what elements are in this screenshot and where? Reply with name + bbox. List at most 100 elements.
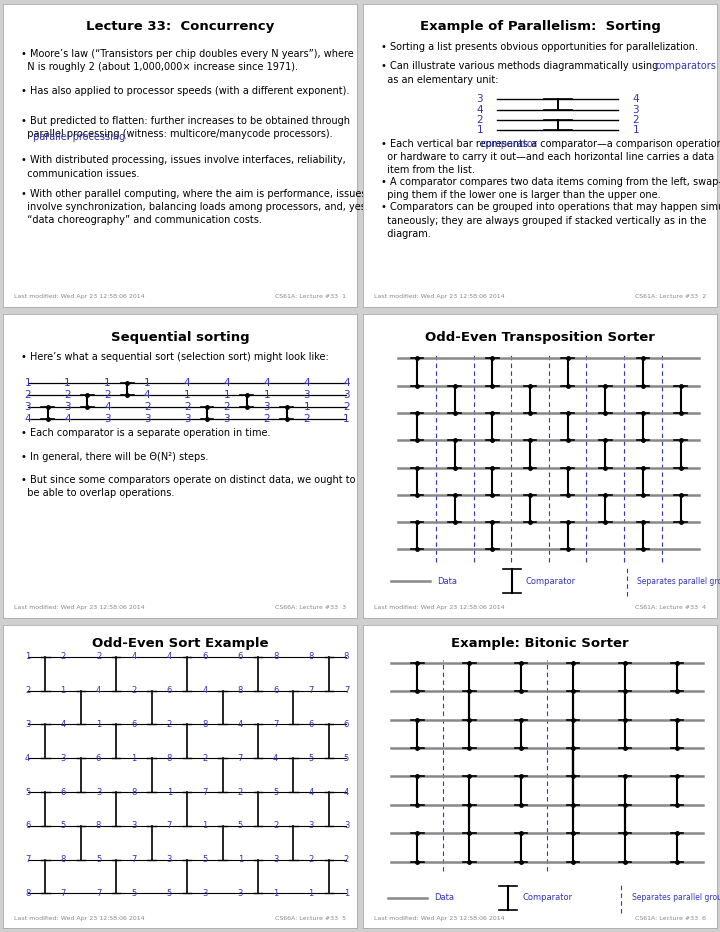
Text: 3: 3 [224,414,230,424]
Text: • With other parallel computing, where the aim is performance, issues
  involve : • With other parallel computing, where t… [21,188,369,226]
Text: 5: 5 [344,754,349,762]
Text: Separates parallel groups: Separates parallel groups [632,894,720,902]
Text: 5: 5 [308,754,314,762]
Text: 7: 7 [96,889,102,898]
Text: 6: 6 [344,720,349,729]
Text: 3: 3 [25,720,30,729]
Text: 2: 2 [308,856,314,864]
Text: CS61A: Lecture #33  2: CS61A: Lecture #33 2 [635,295,706,299]
Text: Odd-Even Transposition Sorter: Odd-Even Transposition Sorter [425,331,655,344]
Text: 8: 8 [60,856,66,864]
Text: 1: 1 [24,377,31,388]
Text: 2: 2 [344,856,349,864]
Text: 2: 2 [477,115,483,125]
Text: 2: 2 [144,402,150,412]
Text: 5: 5 [167,889,172,898]
Text: 1: 1 [238,856,243,864]
Text: 8: 8 [238,686,243,695]
Text: 5: 5 [96,856,101,864]
Text: Last modified: Wed Apr 23 12:58:06 2014: Last modified: Wed Apr 23 12:58:06 2014 [374,916,504,921]
Text: 4: 4 [104,402,111,412]
Text: 6: 6 [273,686,279,695]
Text: Last modified: Wed Apr 23 12:58:06 2014: Last modified: Wed Apr 23 12:58:06 2014 [14,916,144,921]
Text: 4: 4 [131,652,137,662]
Text: 3: 3 [264,402,270,412]
Text: • Can illustrate various methods diagrammatically using: • Can illustrate various methods diagram… [381,62,661,72]
Text: 3: 3 [344,821,349,830]
Text: 2: 2 [96,652,101,662]
Text: 1: 1 [167,788,172,797]
Text: 3: 3 [477,94,483,104]
Text: 4: 4 [25,754,30,762]
Text: Example: Bitonic Sorter: Example: Bitonic Sorter [451,637,629,651]
Text: 3: 3 [273,856,279,864]
Text: 5: 5 [202,856,207,864]
Text: 5: 5 [131,889,137,898]
Text: 7: 7 [60,889,66,898]
Text: 1: 1 [104,377,111,388]
Text: 4: 4 [632,94,639,104]
Text: 4: 4 [477,105,483,115]
Text: 4: 4 [202,686,207,695]
Text: Last modified: Wed Apr 23 12:58:06 2014: Last modified: Wed Apr 23 12:58:06 2014 [14,295,144,299]
Text: 3: 3 [184,414,190,424]
Text: 1: 1 [224,390,230,400]
Text: 1: 1 [344,889,349,898]
Text: 1: 1 [60,686,66,695]
Text: 3: 3 [303,390,310,400]
Text: • Comparators can be grouped into operations that may happen simul-
  taneously;: • Comparators can be grouped into operat… [381,202,720,239]
Text: 1: 1 [131,754,137,762]
Text: 3: 3 [104,414,111,424]
Text: 4: 4 [273,754,278,762]
Text: 6: 6 [131,720,137,729]
Text: • Can illustrate various methods diagrammatically using comparators: • Can illustrate various methods diagram… [381,62,720,72]
Text: parallel processing: parallel processing [32,131,125,142]
Text: 3: 3 [131,821,137,830]
Text: 3: 3 [632,105,639,115]
Text: 2: 2 [60,652,66,662]
Text: • Here’s what a sequential sort (selection sort) might look like:: • Here’s what a sequential sort (selecti… [21,352,328,363]
Text: 1: 1 [303,402,310,412]
Text: CS61A: Lecture #33  4: CS61A: Lecture #33 4 [635,605,706,610]
Text: 4: 4 [184,377,190,388]
Text: 3: 3 [144,414,150,424]
Text: 1: 1 [144,377,150,388]
Text: Last modified: Wed Apr 23 12:58:06 2014: Last modified: Wed Apr 23 12:58:06 2014 [374,605,504,610]
Text: 4: 4 [96,686,101,695]
Text: 2: 2 [202,754,207,762]
Text: 4: 4 [24,414,31,424]
Text: 4: 4 [224,377,230,388]
Text: 1: 1 [25,652,30,662]
Text: 6: 6 [96,754,102,762]
Text: Last modified: Wed Apr 23 12:58:06 2014: Last modified: Wed Apr 23 12:58:06 2014 [374,295,504,299]
Text: 6: 6 [308,720,314,729]
Text: 4: 4 [60,720,66,729]
Text: comparators: comparators [654,62,716,72]
Text: 4: 4 [303,377,310,388]
Text: 2: 2 [131,686,137,695]
Text: 7: 7 [131,856,137,864]
Text: 1: 1 [477,125,483,134]
Text: 2: 2 [224,402,230,412]
Text: 1: 1 [273,889,278,898]
Text: 2: 2 [303,414,310,424]
Text: 4: 4 [264,377,270,388]
Text: 1: 1 [264,390,270,400]
Text: 3: 3 [167,856,172,864]
Text: 2: 2 [104,390,111,400]
Text: 7: 7 [25,856,30,864]
Text: • Each comparator is a separate operation in time.: • Each comparator is a separate operatio… [21,428,270,438]
Text: • But since some comparators operate on distinct data, we ought to
  be able to : • But since some comparators operate on … [21,475,355,499]
Text: • Moore’s law (“Transistors per chip doubles every N years”), where
  N is rough: • Moore’s law (“Transistors per chip dou… [21,49,354,73]
Text: 1: 1 [184,390,190,400]
Text: 4: 4 [167,652,172,662]
Text: 2: 2 [273,821,278,830]
Text: • But predicted to flatten: further increases to be obtained through
  parallel : • But predicted to flatten: further incr… [21,116,350,139]
Text: Last modified: Wed Apr 23 12:58:06 2014: Last modified: Wed Apr 23 12:58:06 2014 [14,605,144,610]
Text: as an elementary unit:: as an elementary unit: [381,75,498,85]
Text: 7: 7 [202,788,207,797]
Text: • In general, there will be Θ(N²) steps.: • In general, there will be Θ(N²) steps. [21,452,208,462]
Text: Comparator: Comparator [526,577,576,585]
Text: • With distributed processing, issues involve interfaces, reliability,
  communi: • With distributed processing, issues in… [21,156,346,179]
Text: Example of Parallelism:  Sorting: Example of Parallelism: Sorting [420,21,660,34]
